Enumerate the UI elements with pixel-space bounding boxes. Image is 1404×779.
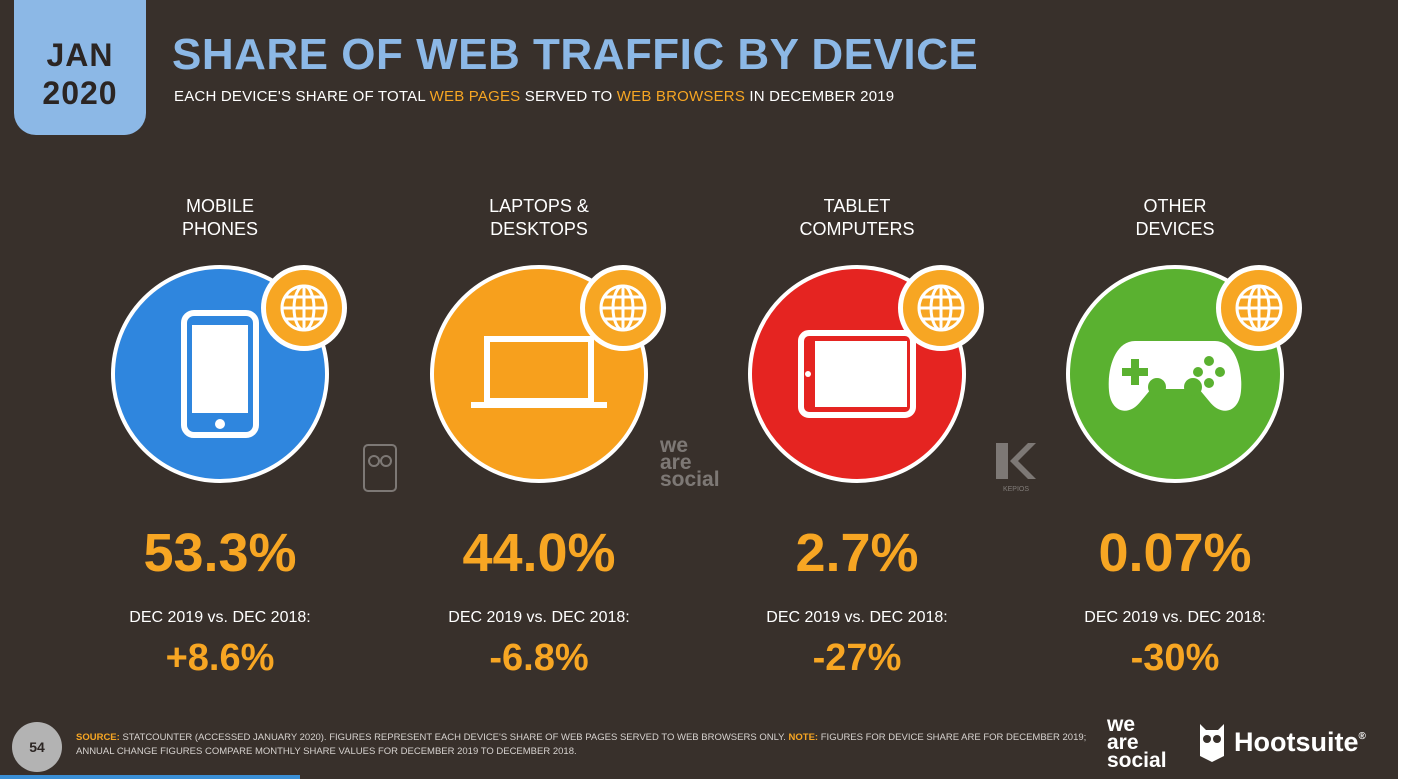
device-share-value: 0.07% [1098, 523, 1252, 583]
change-value: -27% [812, 637, 902, 679]
source-label: SOURCE: [76, 732, 120, 743]
change-label: DEC 2019 vs. DEC 2018: [129, 609, 311, 626]
change-label: DEC 2019 vs. DEC 2018: [766, 609, 948, 626]
globe-badge [261, 265, 347, 351]
bottom-progress-bar [0, 775, 300, 779]
device-label-line2: DESKTOPS [490, 219, 588, 239]
device-card-mobile: MOBILE PHONES 53.3% DEC 2019 vs. DE [80, 195, 360, 680]
watermark-line: are [660, 451, 692, 474]
device-label: MOBILE PHONES [80, 195, 360, 243]
hootsuite-logo: Hootsuite ® [1198, 722, 1366, 762]
device-circle [748, 265, 966, 483]
kepios-text: KEPIOS [1002, 486, 1030, 493]
note-text: FIGURES FOR DEVICE SHARE ARE FOR DECEMBE… [76, 732, 1087, 757]
change-value: -30% [1130, 637, 1220, 679]
we-are-social-logo: we are social [1107, 713, 1167, 772]
kepios-watermark: KEPIOS [996, 443, 1036, 493]
tablet-icon [798, 330, 916, 418]
source-text: STATCOUNTER (ACCESSED JANUARY 2020). FIG… [119, 732, 789, 743]
change-value: +8.6% [165, 637, 275, 679]
change-value: -6.8% [489, 637, 589, 679]
device-card-tablet: TABLET COMPUTERS 2.7% DEC 2019 vs. [717, 195, 997, 680]
device-share-value: 44.0% [462, 523, 616, 583]
change-label: DEC 2019 vs. DEC 2018: [448, 609, 630, 626]
hootsuite-watermark-icon [362, 443, 398, 498]
device-card-other: OTHER DEVICES [1035, 195, 1315, 680]
globe-badge [1216, 265, 1302, 351]
device-circle [430, 265, 648, 483]
device-icon-group [430, 265, 666, 483]
subtitle-text-1: EACH DEVICE'S SHARE OF TOTAL [174, 88, 430, 105]
globe-icon [599, 284, 647, 332]
device-label-line2: DEVICES [1135, 219, 1215, 239]
device-label: TABLET COMPUTERS [717, 195, 997, 243]
logo-line: we [1107, 713, 1136, 736]
device-label-line1: MOBILE [185, 196, 255, 216]
logo-line: social [1107, 749, 1167, 772]
page-subtitle: EACH DEVICE'S SHARE OF TOTAL WEB PAGES S… [174, 88, 894, 105]
badge-year: 2020 [42, 75, 118, 111]
watermark-line: we [660, 434, 689, 457]
device-label-line2: COMPUTERS [799, 219, 915, 239]
footer-source-note: SOURCE: STATCOUNTER (ACCESSED JANUARY 20… [76, 731, 1096, 759]
laptop-icon [471, 336, 607, 408]
device-label-line1: LAPTOPS & [489, 196, 589, 216]
page-title: SHARE OF WEB TRAFFIC BY DEVICE [172, 30, 979, 79]
device-share-value: 53.3% [143, 523, 297, 583]
globe-icon [280, 284, 328, 332]
right-edge [1398, 0, 1404, 779]
we-are-social-watermark: we are social [660, 434, 720, 491]
subtitle-text-2: SERVED TO [520, 88, 617, 105]
owl-icon [1200, 724, 1224, 762]
subtitle-highlight-1: WEB PAGES [429, 88, 521, 105]
device-label-line1: TABLET [823, 196, 891, 216]
smartphone-icon [181, 310, 259, 438]
hootsuite-registered-mark: ® [1358, 730, 1366, 742]
kepios-logo-icon [996, 443, 1036, 479]
globe-badge [898, 265, 984, 351]
page-number: 54 [12, 722, 62, 772]
device-label: OTHER DEVICES [1035, 195, 1315, 243]
gamepad-icon [1108, 341, 1242, 411]
device-icon-group [748, 265, 984, 483]
watermark-line: social [660, 468, 720, 491]
device-icon-group [1066, 265, 1302, 483]
device-share-value: 2.7% [795, 523, 919, 583]
device-label: LAPTOPS & DESKTOPS [399, 195, 679, 243]
change-label: DEC 2019 vs. DEC 2018: [1084, 609, 1266, 626]
device-card-laptops: LAPTOPS & DESKTOPS 44.0% DEC 2019 vs. DE… [399, 195, 679, 680]
badge-month: JAN [46, 37, 114, 73]
globe-icon [1235, 284, 1283, 332]
device-icon-group [111, 265, 347, 483]
device-label-line1: OTHER [1143, 196, 1207, 216]
note-label: NOTE: [788, 732, 819, 743]
hootsuite-text: Hootsuite [1234, 726, 1359, 757]
globe-icon [917, 284, 965, 332]
date-badge: JAN 2020 [14, 0, 146, 135]
subtitle-highlight-2: WEB BROWSERS [616, 88, 746, 105]
globe-badge [580, 265, 666, 351]
logo-line: are [1107, 731, 1139, 754]
device-label-line2: PHONES [181, 219, 259, 239]
subtitle-text-3: IN DECEMBER 2019 [745, 88, 895, 105]
